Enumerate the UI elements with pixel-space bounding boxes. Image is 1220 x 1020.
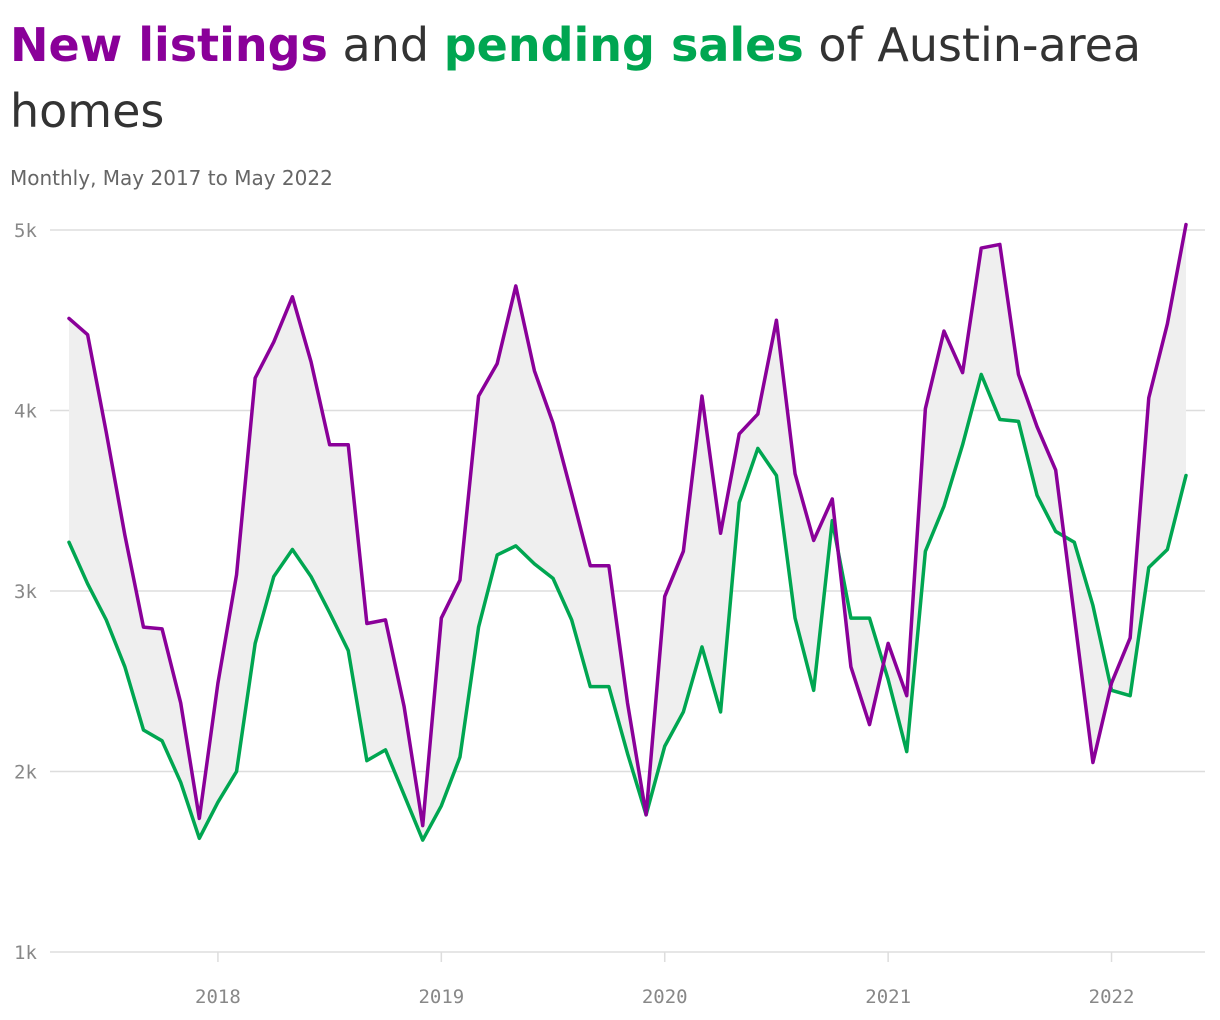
x-tick-label: 2019 [418,986,464,1008]
y-tick-label: 5k [14,220,37,242]
x-tick-label: 2020 [642,986,688,1008]
y-tick-label: 1k [14,942,37,964]
title-pending-sales: pending sales [443,18,804,72]
title-connector: and [327,18,444,72]
series-lines [67,222,1188,842]
y-axis-ticks: 1k 2k 3k 4k 5k [14,220,37,964]
pending-sales-line [67,372,1188,842]
y-tick-label: 2k [14,762,37,784]
chart-subtitle: Monthly, May 2017 to May 2022 [10,166,333,190]
x-tick-label: 2021 [865,986,911,1008]
y-tick-label: 4k [14,401,37,423]
x-tick-label: 2022 [1089,986,1135,1008]
x-tick-label: 2018 [195,986,241,1008]
y-tick-label: 3k [14,581,37,603]
title-rest: of Austin-area homes [10,18,1142,138]
chart-title: New listings and pending sales of Austin… [10,12,1200,144]
new-listings-line [67,222,1188,828]
x-axis-ticks: 2018 2019 2020 2021 2022 [195,952,1134,1008]
title-new-listings: New listings [10,18,328,72]
gridlines [50,229,1205,953]
